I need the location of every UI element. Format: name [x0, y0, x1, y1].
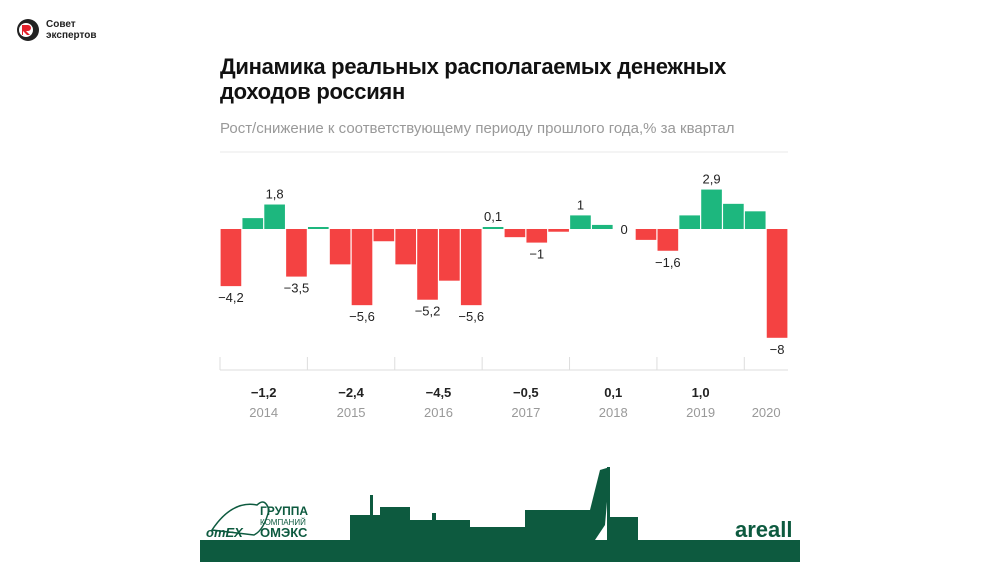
year-label: 2018 [599, 405, 628, 420]
bar [701, 189, 722, 229]
data-label: −5,2 [415, 304, 441, 319]
bar [460, 229, 482, 306]
chart-title: Динамика реальных располагаемых денежных… [220, 54, 727, 104]
svg-text:КОМПАНИЙ: КОМПАНИЙ [260, 518, 306, 527]
areall-logo: areall [735, 517, 793, 542]
city-skyline [350, 467, 638, 540]
bar [635, 229, 657, 240]
bar [329, 229, 351, 265]
year-label: 2017 [511, 405, 540, 420]
data-label: 0 [621, 222, 628, 237]
logo-line2: экспертов [46, 30, 97, 41]
bar-chart: −4,2 1,8 −3,5 −5,6 −5,2 −5,6 0,1 −1 1 0 −1,6 2,9 −8 −… [218, 151, 788, 420]
data-label: −5,6 [458, 309, 484, 324]
bar [766, 229, 788, 338]
year-total: −1,2 [251, 385, 277, 400]
data-label: −1 [529, 247, 544, 262]
data-label: −3,5 [284, 281, 310, 296]
year-label: 2014 [249, 405, 278, 420]
footer-banner: omEX ГРУППА КОМПАНИЙ ОМЭКС areall [200, 467, 800, 562]
bar [417, 229, 438, 300]
banner-strip [200, 540, 800, 562]
bar [373, 229, 395, 242]
year-label: 2015 [337, 405, 366, 420]
data-label: −4,2 [218, 290, 244, 305]
logo: Совет экспертов [16, 18, 97, 42]
bar [286, 229, 307, 277]
bar [482, 227, 504, 229]
logo-icon [17, 19, 39, 41]
year-total: 0,1 [604, 385, 622, 400]
svg-text:ОМЭКС: ОМЭКС [260, 525, 308, 540]
bar [526, 229, 548, 243]
bar [723, 203, 744, 229]
year-label: 2019 [686, 405, 715, 420]
bar [744, 211, 766, 229]
bar [264, 204, 285, 229]
bar [351, 229, 373, 306]
bar [570, 215, 591, 229]
bar [679, 215, 701, 229]
data-label: 0,1 [484, 209, 502, 224]
bar [657, 229, 679, 251]
year-total: −4,5 [426, 385, 452, 400]
bar [242, 218, 264, 229]
omex-logo: omEX ГРУППА КОМПАНИЙ ОМЭКС [206, 501, 308, 540]
year-total: −2,4 [338, 385, 364, 400]
bar [220, 229, 242, 287]
bar [395, 229, 417, 265]
data-label: 1 [577, 197, 584, 212]
data-label: −5,6 [349, 309, 375, 324]
logo-line1: Совет [46, 19, 76, 30]
bar [548, 229, 569, 232]
data-label: −1,6 [655, 255, 681, 270]
svg-text:omEX: omEX [206, 525, 244, 540]
bar [504, 229, 526, 238]
year-label: 2016 [424, 405, 453, 420]
year-total: −0,5 [513, 385, 539, 400]
bar [591, 224, 613, 229]
year-total: 1,0 [692, 385, 710, 400]
data-label: 1,8 [266, 187, 284, 202]
chart-subtitle: Рост/снижение к соответствующему периоду… [220, 120, 735, 137]
bar [307, 227, 329, 229]
year-label: 2020 [752, 405, 781, 420]
svg-text:ГРУППА: ГРУППА [260, 504, 308, 518]
bar [439, 229, 460, 281]
data-label: −8 [770, 342, 785, 357]
data-label: 2,9 [702, 172, 720, 187]
